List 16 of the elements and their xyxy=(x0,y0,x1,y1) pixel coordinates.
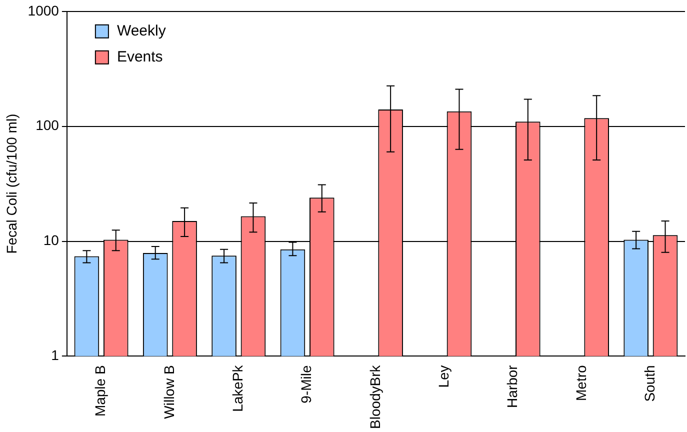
legend-label: Weekly xyxy=(116,22,166,40)
y-tick-label: 100 xyxy=(36,117,60,134)
x-tick-label: 9-Mile xyxy=(298,364,314,404)
y-tick-label: 10 xyxy=(43,232,60,248)
x-tick-label: Ley xyxy=(436,365,452,388)
y-axis-title: Fecal Coli (cfu/100 ml) xyxy=(3,114,20,254)
y-tick-label: 1 xyxy=(51,347,60,364)
x-tick-label: BloodyBrk xyxy=(366,364,383,430)
y-tick-label: 1000 xyxy=(28,2,60,18)
x-tick-label: LakePk xyxy=(229,364,246,412)
x-tick-label: Harbor xyxy=(504,364,520,408)
legend-label: Events xyxy=(116,48,163,66)
x-tick-label: South xyxy=(642,365,658,402)
x-tick-label: Metro xyxy=(572,364,589,401)
x-tick-label: Willow B xyxy=(160,365,177,419)
x-tick-label: Maple B xyxy=(92,365,108,417)
